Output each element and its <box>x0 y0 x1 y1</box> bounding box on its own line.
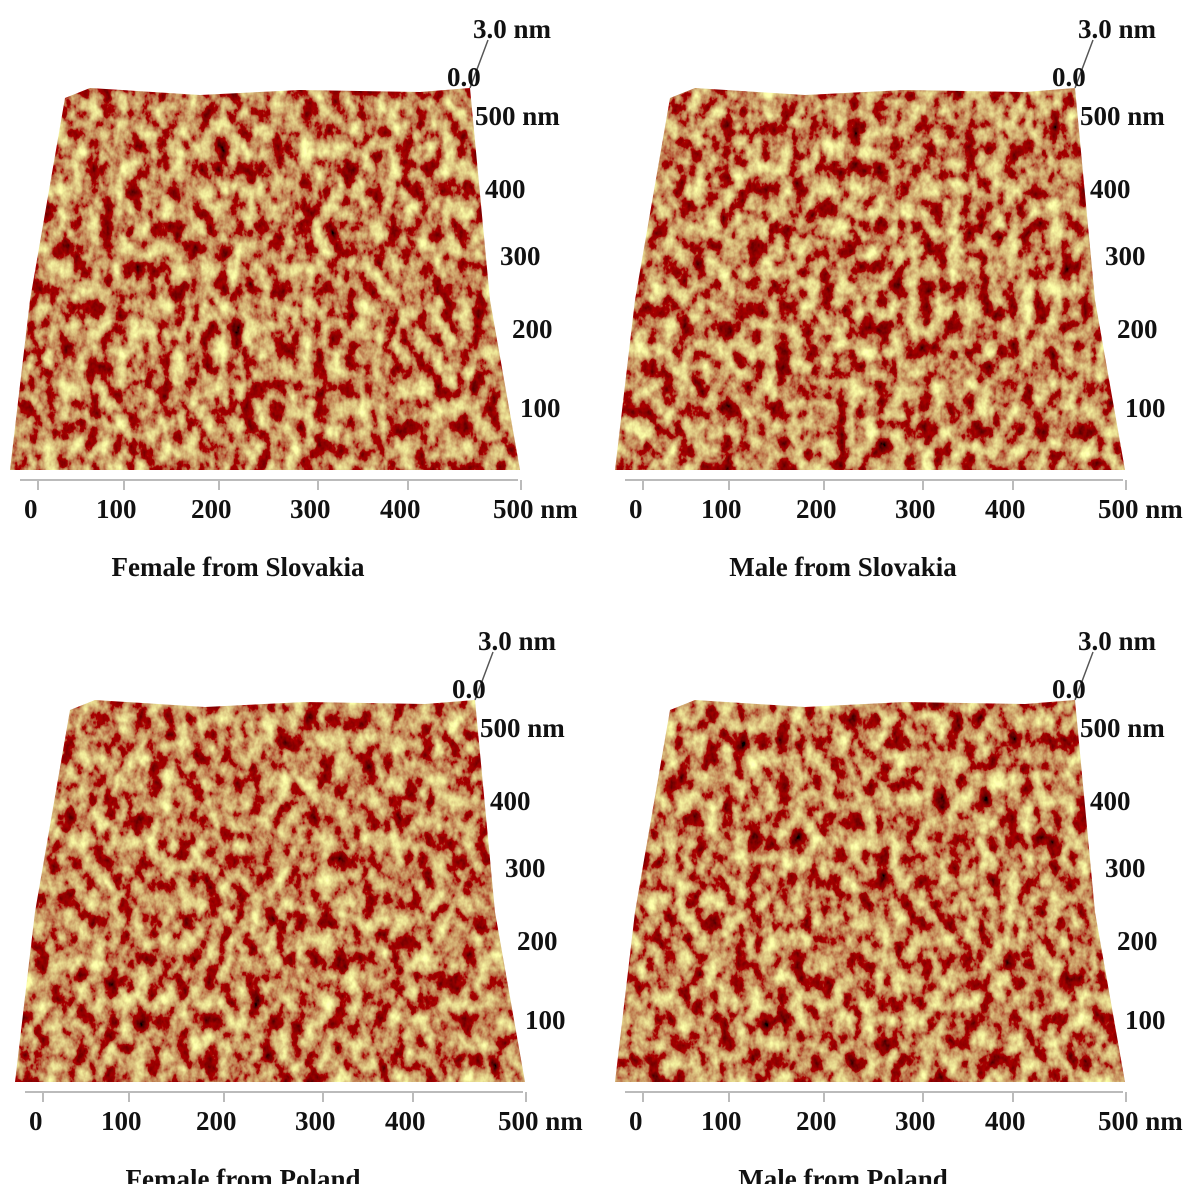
y-tick-label: 500 nm <box>475 101 560 131</box>
x-tick-label: 400 <box>985 494 1026 524</box>
afm-panel: 3.0 nm 0.0 0 100 200 300 400 500 nm 500 nm 400 300… <box>15 626 583 1184</box>
z-bottom-label: 0.0 <box>1052 674 1086 704</box>
y-tick-label: 400 <box>485 174 526 204</box>
y-tick-label: 100 <box>520 393 561 423</box>
panel-caption: Female from Poland <box>126 1164 361 1184</box>
y-tick-label: 100 <box>525 1005 566 1035</box>
x-tick-label: 200 <box>191 494 232 524</box>
x-tick-label: 500 nm <box>493 494 578 524</box>
y-tick-label: 400 <box>490 786 531 816</box>
y-tick-label: 300 <box>500 241 541 271</box>
panel-caption: Male from Poland <box>738 1164 947 1184</box>
y-tick-label: 400 <box>1090 786 1131 816</box>
x-tick-label: 500 nm <box>498 1106 583 1136</box>
x-tick-label: 300 <box>895 1106 936 1136</box>
panel-caption: Male from Slovakia <box>729 552 957 582</box>
x-tick-label: 400 <box>385 1106 426 1136</box>
z-top-label: 3.0 nm <box>1078 14 1157 44</box>
x-tick-label: 100 <box>101 1106 142 1136</box>
x-tick-label: 400 <box>985 1106 1026 1136</box>
x-tick-label: 500 nm <box>1098 1106 1183 1136</box>
x-tick-label: 100 <box>96 494 137 524</box>
x-tick-label: 0 <box>24 494 38 524</box>
x-tick-label: 0 <box>629 494 643 524</box>
afm-surface <box>10 88 520 470</box>
afm-surface <box>15 700 525 1082</box>
z-axis <box>469 39 489 89</box>
afm-panel: 3.0 nm 0.0 0 100 200 300 400 500 nm 500 nm 400 300… <box>615 626 1183 1184</box>
z-bottom-label: 0.0 <box>452 674 486 704</box>
x-tick-label: 300 <box>295 1106 336 1136</box>
y-tick-label: 100 <box>1125 393 1166 423</box>
y-tick-label: 200 <box>1117 314 1158 344</box>
y-tick-label: 300 <box>505 853 546 883</box>
x-tick-label: 100 <box>701 1106 742 1136</box>
z-top-label: 3.0 nm <box>473 14 552 44</box>
z-bottom-label: 0.0 <box>1052 62 1086 92</box>
z-top-label: 3.0 nm <box>1078 626 1157 656</box>
afm-panel: 3.0 nm 0.0 0 100 200 300 400 500 nm 500 nm 400 300… <box>615 14 1183 582</box>
afm-panel: 3.0 nm 0.0 0 100 200 300 400 500 nm 500 nm 400 300… <box>10 14 578 582</box>
y-tick-label: 300 <box>1105 853 1146 883</box>
y-tick-label: 300 <box>1105 241 1146 271</box>
x-tick-label: 200 <box>796 1106 837 1136</box>
y-tick-label: 500 nm <box>1080 713 1165 743</box>
y-tick-label: 100 <box>1125 1005 1166 1035</box>
z-axis <box>1074 39 1094 89</box>
y-tick-label: 200 <box>517 926 558 956</box>
x-tick-label: 200 <box>796 494 837 524</box>
z-axis <box>474 651 494 701</box>
x-tick-label: 300 <box>895 494 936 524</box>
x-tick-label: 0 <box>629 1106 643 1136</box>
afm-surface <box>615 88 1125 470</box>
x-tick-label: 300 <box>290 494 331 524</box>
x-tick-label: 200 <box>196 1106 237 1136</box>
x-tick-label: 400 <box>380 494 421 524</box>
y-tick-label: 200 <box>512 314 553 344</box>
afm-surface <box>615 700 1125 1082</box>
y-tick-label: 200 <box>1117 926 1158 956</box>
y-tick-label: 500 nm <box>480 713 565 743</box>
z-axis <box>1074 651 1094 701</box>
x-tick-label: 500 nm <box>1098 494 1183 524</box>
y-tick-label: 400 <box>1090 174 1131 204</box>
panel-caption: Female from Slovakia <box>112 552 365 582</box>
x-tick-label: 100 <box>701 494 742 524</box>
y-tick-label: 500 nm <box>1080 101 1165 131</box>
z-bottom-label: 0.0 <box>447 62 481 92</box>
z-top-label: 3.0 nm <box>478 626 557 656</box>
x-tick-label: 0 <box>29 1106 43 1136</box>
